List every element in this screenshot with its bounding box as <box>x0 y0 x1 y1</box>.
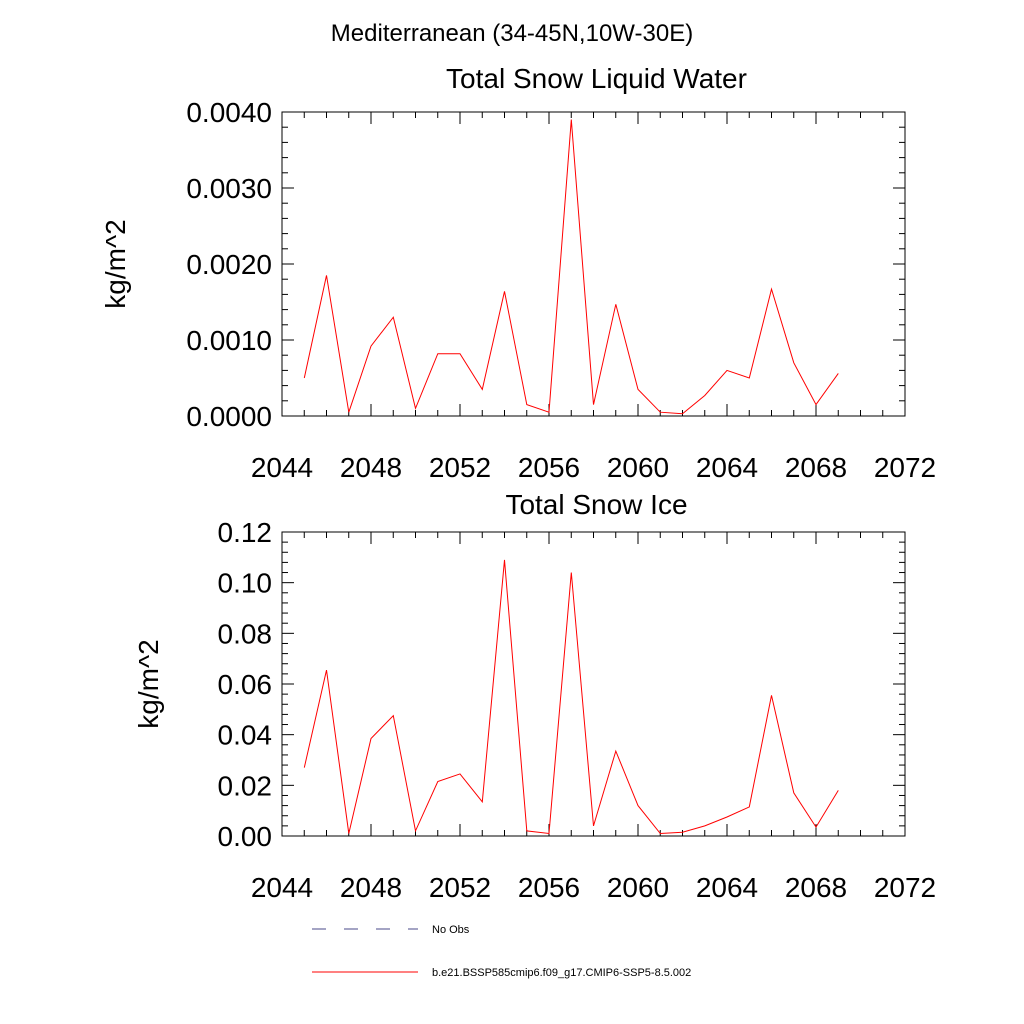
x-tick-label: 2048 <box>340 872 402 903</box>
y-tick-label: 0.0020 <box>186 249 272 280</box>
y-tick-label: 0.10 <box>218 568 273 599</box>
x-tick-label: 2052 <box>429 452 491 483</box>
chart-title: Total Snow Liquid Water <box>446 63 747 94</box>
x-tick-label: 2052 <box>429 872 491 903</box>
y-axis-label: kg/m^2 <box>133 639 164 728</box>
chart-panel-1: Total Snow Liquid Water 2044 2048 2052 2056 2… <box>100 63 936 483</box>
x-tick-label: 2064 <box>696 452 758 483</box>
series-line <box>303 559 839 835</box>
y-tick-label: 0.12 <box>218 517 273 548</box>
legend-label: b.e21.BSSP585cmip6.f09_g17.CMIP6-SSP5-8.… <box>432 967 691 979</box>
y-axis-label: kg/m^2 <box>100 219 131 308</box>
x-tick-label: 2044 <box>251 452 313 483</box>
x-tick-label: 2056 <box>518 872 580 903</box>
x-tick-label: 2048 <box>340 452 402 483</box>
y-tick-label: 0.00 <box>218 821 273 852</box>
x-tick-label: 2060 <box>607 872 669 903</box>
x-tick-label: 2064 <box>696 872 758 903</box>
series-line <box>303 119 839 415</box>
legend: No Obs b.e21.BSSP585cmip6.f09_g17.CMIP6-S… <box>312 924 691 979</box>
chart-panels: Total Snow Liquid Water 2044 2048 2052 2056 2… <box>100 63 936 903</box>
x-tick-label: 2056 <box>518 452 580 483</box>
chart-panel-2: Total Snow Ice 2044 2048 2052 2056 2060 2064 20… <box>133 489 936 903</box>
y-tick-label: 0.06 <box>218 669 273 700</box>
figure-suptitle: Mediterranean (34-45N,10W-30E) <box>331 20 693 47</box>
y-tick-label: 0.02 <box>218 770 273 801</box>
y-tick-label: 0.0010 <box>186 325 272 356</box>
y-tick-label: 0.0000 <box>186 401 272 432</box>
x-tick-label: 2068 <box>785 872 847 903</box>
x-tick-label: 2044 <box>251 872 313 903</box>
x-tick-label: 2060 <box>607 452 669 483</box>
x-tick-label: 2072 <box>874 872 936 903</box>
legend-label: No Obs <box>432 924 470 936</box>
x-tick-label: 2068 <box>785 452 847 483</box>
x-tick-label: 2072 <box>874 452 936 483</box>
y-tick-label: 0.08 <box>218 618 273 649</box>
plot-frame <box>281 111 906 417</box>
y-tick-label: 0.0030 <box>186 173 272 204</box>
plot-frame <box>281 531 906 837</box>
y-tick-label: 0.04 <box>218 720 273 751</box>
chart-title: Total Snow Ice <box>505 489 687 520</box>
y-tick-label: 0.0040 <box>186 97 272 128</box>
